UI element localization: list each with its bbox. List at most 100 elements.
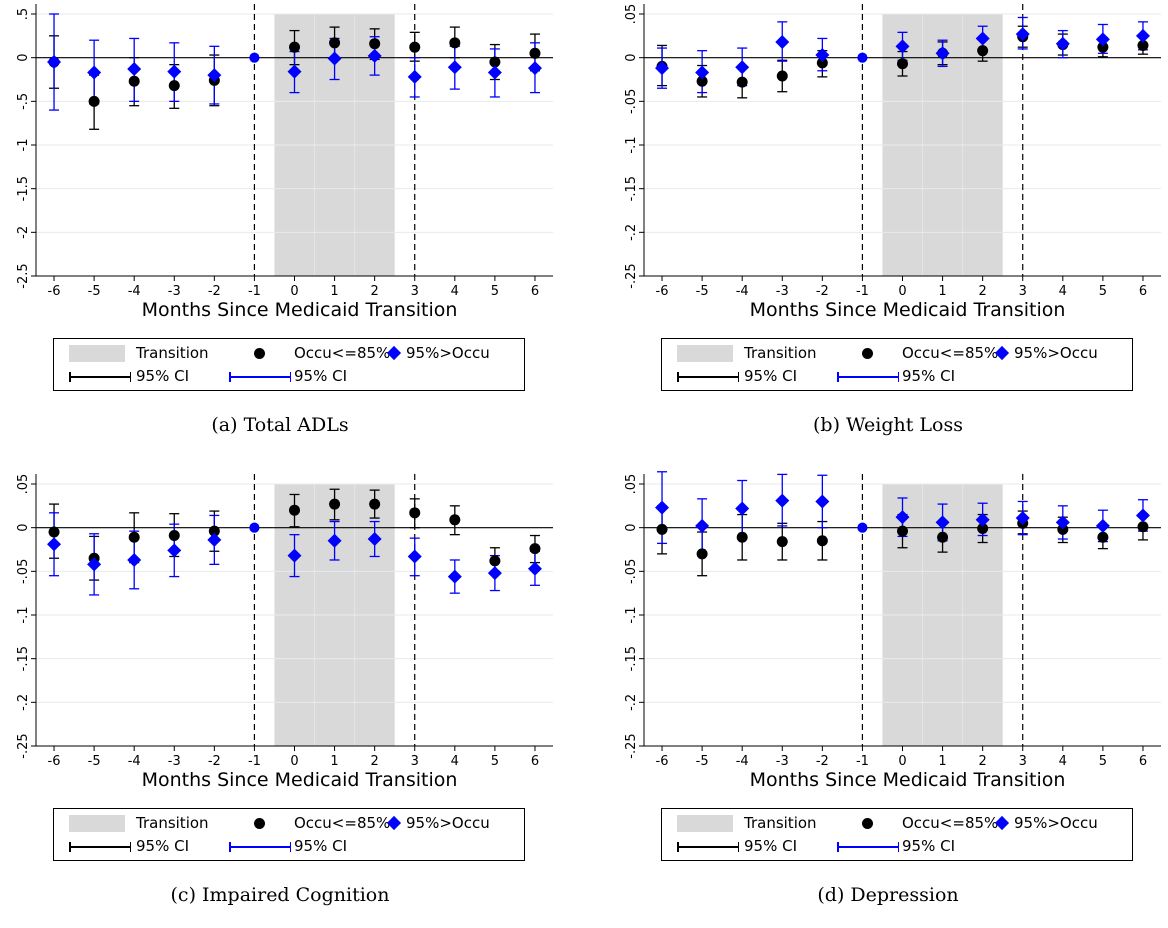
data-point-reference: [857, 52, 868, 63]
x-tick-label: 5: [491, 754, 499, 769]
data-point-series-a: [289, 504, 300, 516]
y-tick-label: .05: [16, 474, 31, 495]
x-tick-label: 4: [1059, 754, 1067, 769]
legend-transition-swatch: [69, 345, 125, 362]
y-tick-label: -.05: [624, 89, 639, 114]
data-point-series-a: [696, 548, 708, 560]
legend-ci-b-label: 95% CI: [902, 837, 956, 855]
data-point-series-a: [168, 80, 180, 92]
data-point-series-b: [1015, 27, 1030, 42]
data-point-series-b: [407, 549, 422, 564]
legend-transition-label: Transition: [136, 814, 209, 832]
x-tick-label: 0: [898, 754, 906, 769]
data-point-series-a: [1137, 521, 1149, 533]
data-point-series-b: [975, 512, 990, 527]
data-point-series-b: [407, 69, 422, 84]
legend-series-a-label: Occu<=85%: [902, 814, 999, 832]
data-point-series-a: [409, 507, 421, 519]
x-axis-title: Months Since Medicaid Transition: [142, 769, 458, 791]
data-point-series-a: [208, 525, 220, 537]
legend-ci-a-line: [677, 373, 739, 381]
data-point-series-a: [168, 530, 180, 542]
data-point-series-a: [776, 536, 788, 548]
legend-ci-a-label: 95% CI: [744, 367, 798, 385]
data-point-series-b: [1095, 32, 1110, 47]
data-point-series-b: [47, 55, 62, 70]
data-point-series-b: [1015, 511, 1030, 526]
data-point-series-b: [47, 537, 62, 552]
data-point-series-b: [815, 48, 830, 63]
x-tick-label: -2: [208, 754, 221, 769]
y-tick-label: -.15: [624, 646, 639, 671]
x-tick-label: 6: [531, 284, 539, 299]
data-point-series-a: [329, 498, 341, 510]
data-point-series-b: [935, 515, 950, 530]
y-tick-label: -1.5: [16, 176, 31, 201]
data-point-series-b: [815, 494, 830, 509]
legend-ci-a-label: 95% CI: [136, 367, 190, 385]
data-point-series-a: [776, 70, 788, 82]
x-tick-label: -1: [248, 754, 261, 769]
x-tick-label: 4: [451, 754, 459, 769]
data-point-series-a: [977, 523, 989, 535]
caption-c: (c) Impaired Cognition: [170, 884, 390, 906]
y-tick-label: 0: [624, 54, 639, 62]
legend-series-b-label: 95%>Occu: [406, 814, 490, 832]
y-tick-label: -1: [16, 139, 31, 152]
data-point-series-b: [735, 501, 750, 516]
data-point-series-b: [87, 557, 102, 572]
data-point-series-b: [895, 39, 910, 54]
x-tick-label: 2: [979, 284, 987, 299]
legend-transition-label: Transition: [136, 344, 209, 362]
data-point-series-b: [447, 60, 462, 75]
data-point-series-a: [736, 531, 748, 543]
x-tick-label: -3: [168, 284, 181, 299]
data-point-series-b: [1135, 28, 1150, 43]
x-tick-label: 6: [1139, 754, 1147, 769]
data-point-series-a: [88, 95, 100, 107]
data-point-series-b: [975, 31, 990, 46]
y-tick-label: -.15: [624, 176, 639, 201]
data-point-series-b: [935, 46, 950, 61]
x-tick-label: 1: [938, 284, 946, 299]
legend-ci-a-label: 95% CI: [136, 837, 190, 855]
chart-svg-b: .05 0 -.05 -.1 -.15 -.2 -.25 -6 -5 -4 -3 -2 -1 0 1 2 3 4 5…: [624, 4, 1161, 321]
data-point-series-a: [449, 514, 461, 526]
legend-series-a-label: Occu<=85%: [902, 344, 999, 362]
legend-ci-a-label: 95% CI: [744, 837, 798, 855]
legend-series-b-label: 95%>Occu: [1014, 814, 1098, 832]
x-tick-label: 3: [411, 754, 419, 769]
y-tick-label: -.2: [624, 224, 639, 241]
x-tick-label: -1: [248, 284, 261, 299]
x-tick-label: -5: [696, 754, 709, 769]
caption-b: (b) Weight Loss: [813, 414, 963, 436]
y-tick-label: -.2: [624, 694, 639, 711]
data-point-series-b: [367, 48, 382, 63]
data-point-series-b: [655, 500, 670, 515]
legend-ci-a-line: [69, 843, 131, 851]
x-tick-label: -6: [656, 284, 669, 299]
x-tick-label: 0: [898, 284, 906, 299]
data-point-series-b: [1095, 518, 1110, 533]
x-tick-label: 5: [1099, 754, 1107, 769]
data-point-series-b: [447, 569, 462, 584]
data-point-series-a: [529, 543, 541, 555]
x-axis-title: Months Since Medicaid Transition: [750, 769, 1066, 791]
data-point-series-b: [1135, 508, 1150, 523]
data-point-series-b: [695, 518, 710, 533]
x-tick-label: 3: [1019, 284, 1027, 299]
y-tick-label: -.25: [16, 733, 31, 758]
data-point-series-b: [735, 60, 750, 75]
data-point-series-a: [656, 523, 668, 535]
legend-series-a-marker: [254, 818, 265, 829]
caption-a: (a) Total ADLs: [211, 414, 349, 436]
data-point-series-a: [489, 56, 501, 68]
caption-d: (d) Depression: [817, 884, 959, 906]
x-tick-label: 3: [411, 284, 419, 299]
data-point-series-b: [527, 61, 542, 76]
y-tick-label: 0: [16, 524, 31, 532]
y-tick-label: .05: [624, 474, 639, 495]
legend-a: Transition Occu<=85% 95%>Occu 95% CI 95%…: [53, 338, 525, 391]
data-point-series-b: [167, 543, 182, 558]
chart-panel-b: .05 0 -.05 -.1 -.15 -.2 -.25 -6 -5 -4 -3 -2 -1 0 1 2 3 4 5…: [608, 0, 1168, 450]
